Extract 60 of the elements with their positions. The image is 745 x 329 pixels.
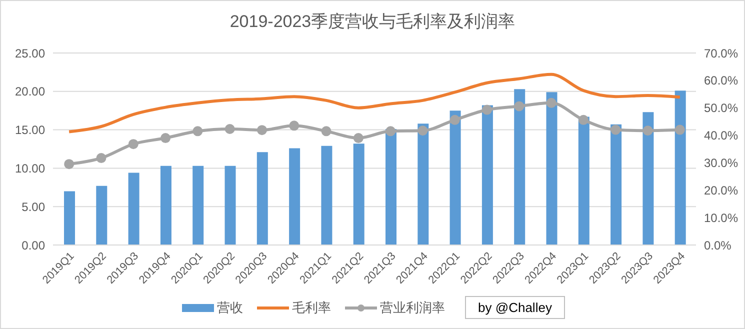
bar	[514, 89, 526, 245]
point	[96, 153, 106, 164]
point	[192, 126, 203, 136]
point	[450, 114, 460, 125]
y2-tick-label: 10.0%	[704, 210, 738, 225]
bar	[674, 90, 686, 245]
y-tick-label: 15.00	[14, 123, 46, 138]
y-tick-label: 0.00	[22, 238, 46, 252]
y-tick-label: 25.00	[14, 46, 46, 60]
point	[160, 133, 171, 144]
legend-label: 毛利率	[292, 298, 332, 316]
y-tick-label: 5.00	[22, 200, 46, 214]
point	[514, 101, 524, 112]
legend-label: 营收	[217, 298, 244, 316]
text: by @Challey	[465, 296, 565, 319]
bar	[546, 92, 558, 245]
bar	[642, 112, 654, 245]
bar	[256, 152, 268, 245]
point	[418, 126, 428, 136]
y2-tick-label: 60.0%	[704, 74, 738, 88]
chart-title: 2019-2023季度营收与毛利率及利润率	[228, 11, 516, 33]
point	[610, 124, 621, 135]
bar	[450, 110, 461, 245]
y2-tick-label: 50.0%	[704, 101, 738, 116]
point	[578, 114, 588, 125]
bar	[160, 166, 172, 245]
y2-tick-label: 30.0%	[704, 156, 738, 170]
point	[256, 125, 267, 136]
point	[674, 124, 685, 135]
bar	[353, 144, 364, 245]
line-series	[68, 72, 682, 134]
y2-tick-label: 20.0%	[704, 183, 738, 198]
y2-tick-label: 70.0%	[704, 46, 738, 60]
y2-tick-label: 40.0%	[704, 128, 738, 143]
point	[224, 124, 235, 134]
point	[386, 126, 396, 136]
bar	[610, 124, 622, 245]
bar	[289, 148, 300, 245]
bar	[578, 116, 590, 245]
bar	[128, 172, 140, 245]
bar	[418, 124, 429, 245]
point	[321, 126, 332, 136]
point	[546, 98, 556, 108]
bar	[386, 129, 396, 245]
bar	[321, 146, 332, 245]
y2-tick-label: 0.0%	[704, 238, 732, 252]
legend-label: 营业利润率	[380, 298, 446, 316]
y-tick-label: 10.00	[14, 161, 46, 176]
bar	[192, 166, 204, 245]
point	[128, 139, 138, 150]
y-tick-label: 20.00	[14, 84, 46, 99]
bar	[482, 105, 493, 245]
point	[289, 120, 300, 131]
point	[482, 104, 492, 115]
bar	[96, 186, 108, 245]
point	[642, 126, 653, 136]
point	[353, 133, 364, 144]
bar	[224, 166, 236, 245]
point	[64, 159, 74, 170]
bar	[64, 191, 75, 245]
